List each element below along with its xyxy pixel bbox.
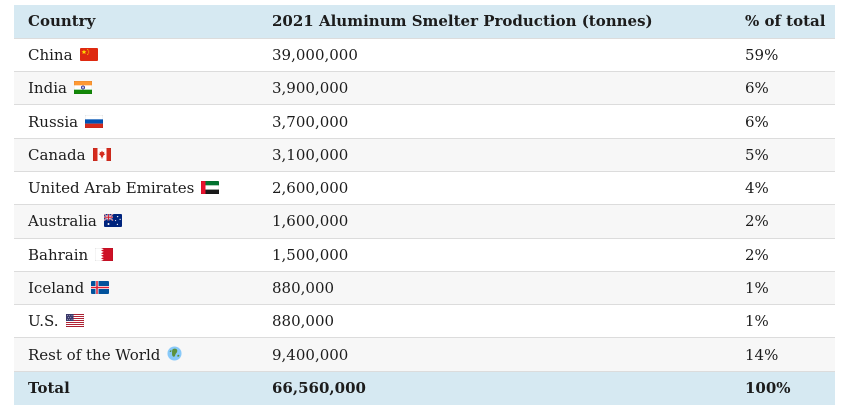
canada-flag-icon [92,147,111,161]
country-cell: Rest of the World [14,337,258,372]
production-cell: 39,000,000 [258,38,731,73]
table-row: Canada 3,100,000 5% [14,138,835,172]
country-label: Bahrain [28,245,89,264]
iceland-flag-icon [91,281,110,295]
column-header-percent: % of total [731,5,835,39]
country-cell: Iceland [14,271,258,306]
production-cell: 3,700,000 [258,104,731,139]
production-cell: 1,500,000 [258,238,731,272]
table-row: Australia 1,600,000 2% [14,204,835,239]
percent-cell: 4% [731,171,835,206]
total-label-cell: Total [14,371,258,405]
country-label: Australia [28,212,97,231]
globe-icon [167,346,182,361]
percent-cell: 6% [731,104,835,139]
china-flag-icon [79,47,98,61]
production-cell: 2,600,000 [258,171,731,206]
aluminum-production-table: Country 2021 Aluminum Smelter Production… [14,5,835,405]
table-row: Iceland 880,000 1% [14,271,835,306]
table-row: United Arab Emirates 2,600,000 4% [14,171,835,206]
table-row: Rest of the World 9,400,000 14% [14,337,835,372]
percent-cell: 6% [731,71,835,106]
country-label: India [28,79,67,98]
country-label: Russia [28,112,79,131]
country-cell: Canada [14,138,258,172]
country-cell: India [14,71,258,106]
production-cell: 880,000 [258,271,731,306]
percent-cell: 2% [731,204,835,239]
total-percent-cell: 100% [731,371,835,405]
percent-cell: 59% [731,38,835,73]
country-cell: U.S. [14,304,258,339]
production-cell: 3,100,000 [258,138,731,172]
country-label: Canada [28,145,86,164]
header-row: Country 2021 Aluminum Smelter Production… [14,5,835,39]
percent-cell: 14% [731,337,835,372]
country-label: Iceland [28,279,85,298]
country-label: China [28,45,73,64]
column-header-production: 2021 Aluminum Smelter Production (tonnes… [258,5,731,39]
uae-flag-icon [201,181,220,195]
country-label: Rest of the World [28,345,161,364]
percent-cell: 1% [731,271,835,306]
country-cell: China [14,38,258,73]
country-cell: Russia [14,104,258,139]
production-cell: 9,400,000 [258,337,731,372]
percent-cell: 2% [731,238,835,272]
table-row: Russia 3,700,000 6% [14,104,835,139]
india-flag-icon [73,81,92,95]
australia-flag-icon [103,214,122,228]
country-label: United Arab Emirates [28,179,195,198]
production-cell: 880,000 [258,304,731,339]
production-cell: 3,900,000 [258,71,731,106]
bahrain-flag-icon [95,247,114,261]
country-label: U.S. [28,312,59,331]
table-row: China 39,000,000 59% [14,38,835,73]
production-cell: 1,600,000 [258,204,731,239]
russia-flag-icon [85,114,104,128]
table-row: India 3,900,000 6% [14,71,835,106]
country-cell: United Arab Emirates [14,171,258,206]
country-cell: Australia [14,204,258,239]
column-header-country: Country [14,5,258,39]
country-cell: Bahrain [14,238,258,272]
table-row: U.S. 880,000 1% [14,304,835,339]
table-row: Bahrain 1,500,000 2% [14,238,835,272]
us-flag-icon [65,314,84,328]
total-production-cell: 66,560,000 [258,371,731,405]
total-row: Total 66,560,000 100% [14,371,835,405]
percent-cell: 5% [731,138,835,172]
percent-cell: 1% [731,304,835,339]
